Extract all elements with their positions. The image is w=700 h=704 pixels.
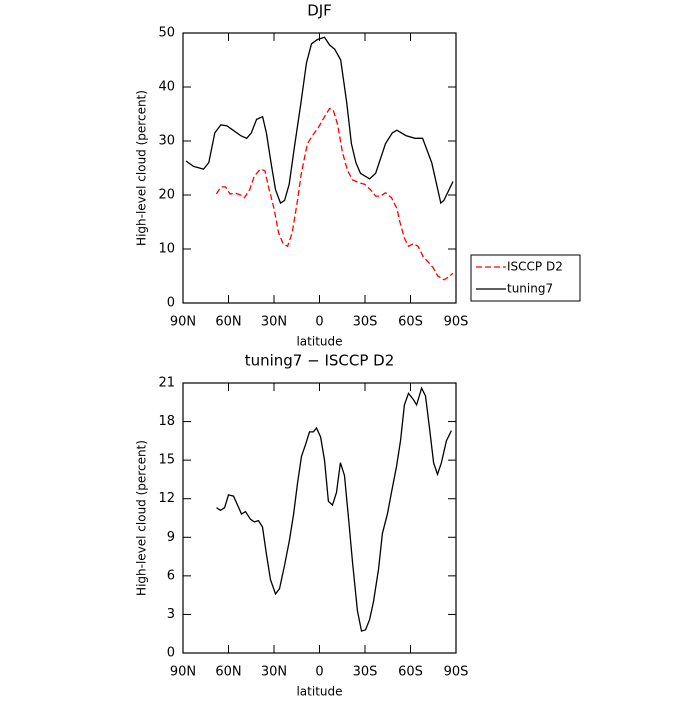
x-tick-label: 90S <box>444 665 469 680</box>
chart-title: tuning7 − ISCCP D2 <box>245 352 395 370</box>
y-tick-label: 21 <box>158 376 175 391</box>
y-tick-label: 3 <box>167 607 175 622</box>
y-tick-label: 9 <box>167 530 175 545</box>
y-tick-label: 18 <box>158 414 175 429</box>
x-tick-label: 30N <box>261 315 287 330</box>
y-tick-label: 0 <box>167 646 175 661</box>
x-axis-label: latitude <box>296 685 342 699</box>
x-tick-label: 90N <box>170 665 196 680</box>
y-axis-label: High-level cloud (percent) <box>135 90 149 246</box>
y-tick-label: 12 <box>158 491 175 506</box>
x-tick-label: 60N <box>215 315 241 330</box>
data-line <box>185 36 454 205</box>
legend-label: tuning7 <box>507 282 553 296</box>
x-tick-label: 0 <box>315 315 323 330</box>
x-tick-label: 30N <box>261 665 287 680</box>
x-tick-label: 60S <box>398 315 423 330</box>
y-axis-label: High-level cloud (percent) <box>135 440 149 596</box>
x-tick-label: 90N <box>170 315 196 330</box>
x-tick-label: 0 <box>315 665 323 680</box>
y-tick-label: 15 <box>158 453 175 468</box>
y-tick-label: 40 <box>158 80 175 95</box>
legend-label: ISCCP D2 <box>507 260 563 274</box>
y-tick-label: 10 <box>158 242 175 257</box>
y-tick-label: 6 <box>167 568 175 583</box>
plot-frame <box>182 382 457 654</box>
data-line <box>215 107 454 281</box>
x-tick-label: 90S <box>444 315 469 330</box>
y-tick-label: 30 <box>158 134 175 149</box>
legend-box <box>470 254 581 302</box>
x-tick-label: 30S <box>353 665 378 680</box>
x-tick-label: 30S <box>353 315 378 330</box>
y-tick-label: 20 <box>158 188 175 203</box>
x-tick-label: 60S <box>398 665 423 680</box>
chart-title: DJF <box>307 2 332 20</box>
y-tick-label: 50 <box>158 26 175 41</box>
plot-frame <box>182 32 457 304</box>
x-axis-label: latitude <box>296 335 342 349</box>
y-tick-label: 0 <box>167 296 175 311</box>
data-line <box>216 386 452 632</box>
x-tick-label: 60N <box>215 665 241 680</box>
